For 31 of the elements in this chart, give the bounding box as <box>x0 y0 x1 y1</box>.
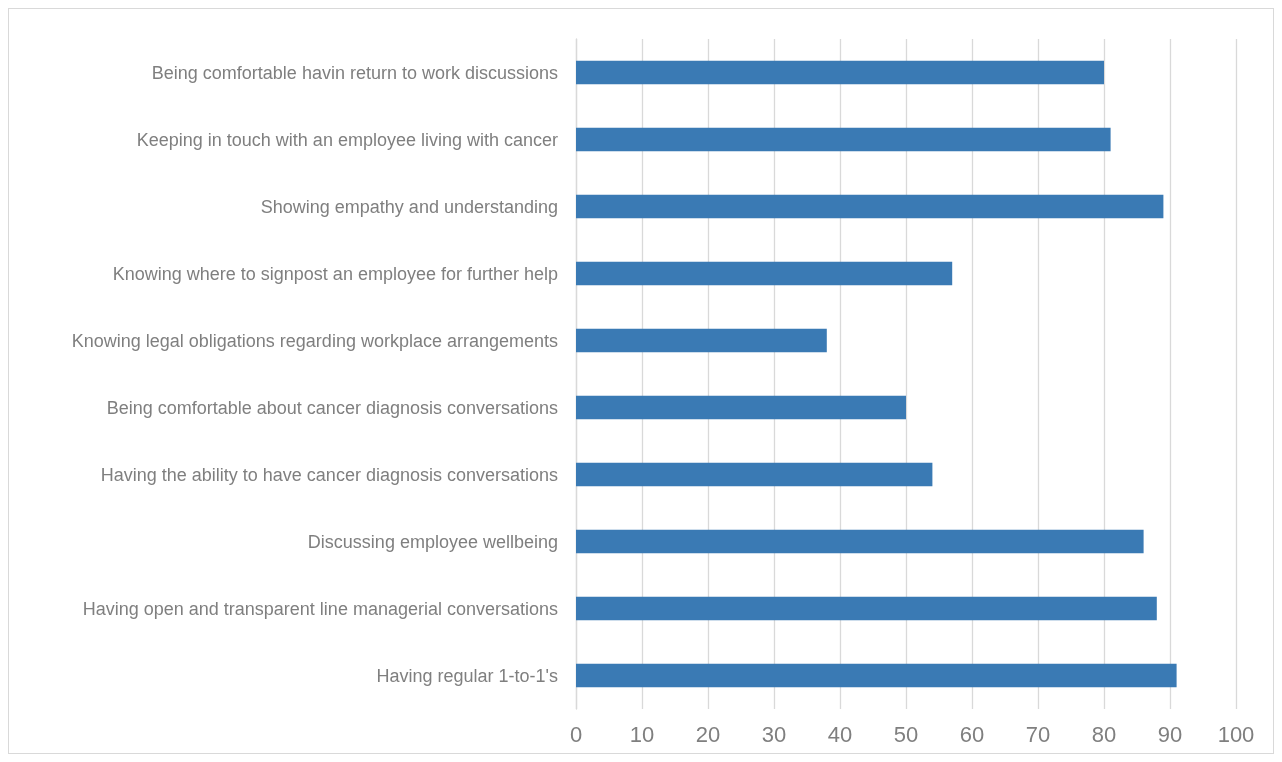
bar <box>576 395 906 420</box>
y-tick-label: Keeping in touch with an employee living with cancer <box>136 129 558 150</box>
y-tick-label: Showing empathy and understanding <box>260 196 558 217</box>
x-tick-label: 0 <box>569 721 583 747</box>
x-tick-label: 10 <box>629 721 655 747</box>
y-tick-label: Knowing legal obligations regarding workplace arrangements <box>71 330 558 351</box>
y-tick-label: Discussing employee wellbeing <box>307 531 558 552</box>
y-tick-label: Having the ability to have cancer diagnosis conversations <box>100 464 558 485</box>
x-tick-label: 90 <box>1157 721 1183 747</box>
bar <box>576 60 1104 85</box>
bar <box>576 596 1157 621</box>
x-tick-label: 20 <box>695 721 721 747</box>
bar <box>576 328 827 353</box>
x-tick-label: 50 <box>893 721 919 747</box>
bar <box>576 663 1177 688</box>
x-tick-label: 70 <box>1025 721 1051 747</box>
bar <box>576 462 933 487</box>
y-tick-label: Being comfortable about cancer diagnosis conversations <box>106 397 558 418</box>
bar <box>576 261 953 286</box>
y-tick-label: Knowing where to signpost an employee for further help <box>112 263 558 284</box>
y-tick-label: Having open and transparent line managerial conversations <box>82 598 558 619</box>
bar <box>576 127 1111 152</box>
y-tick-label: Having regular 1-to-1's <box>376 665 558 686</box>
x-tick-label: 60 <box>959 721 985 747</box>
x-tick-label: 80 <box>1091 721 1117 747</box>
y-tick-label: Being comfortable havin return to work discussions <box>151 62 558 83</box>
x-tick-label: 40 <box>827 721 853 747</box>
x-tick-label: 30 <box>761 721 787 747</box>
x-tick-label: 100 <box>1217 721 1255 747</box>
bar <box>576 529 1144 554</box>
bar <box>576 194 1164 219</box>
